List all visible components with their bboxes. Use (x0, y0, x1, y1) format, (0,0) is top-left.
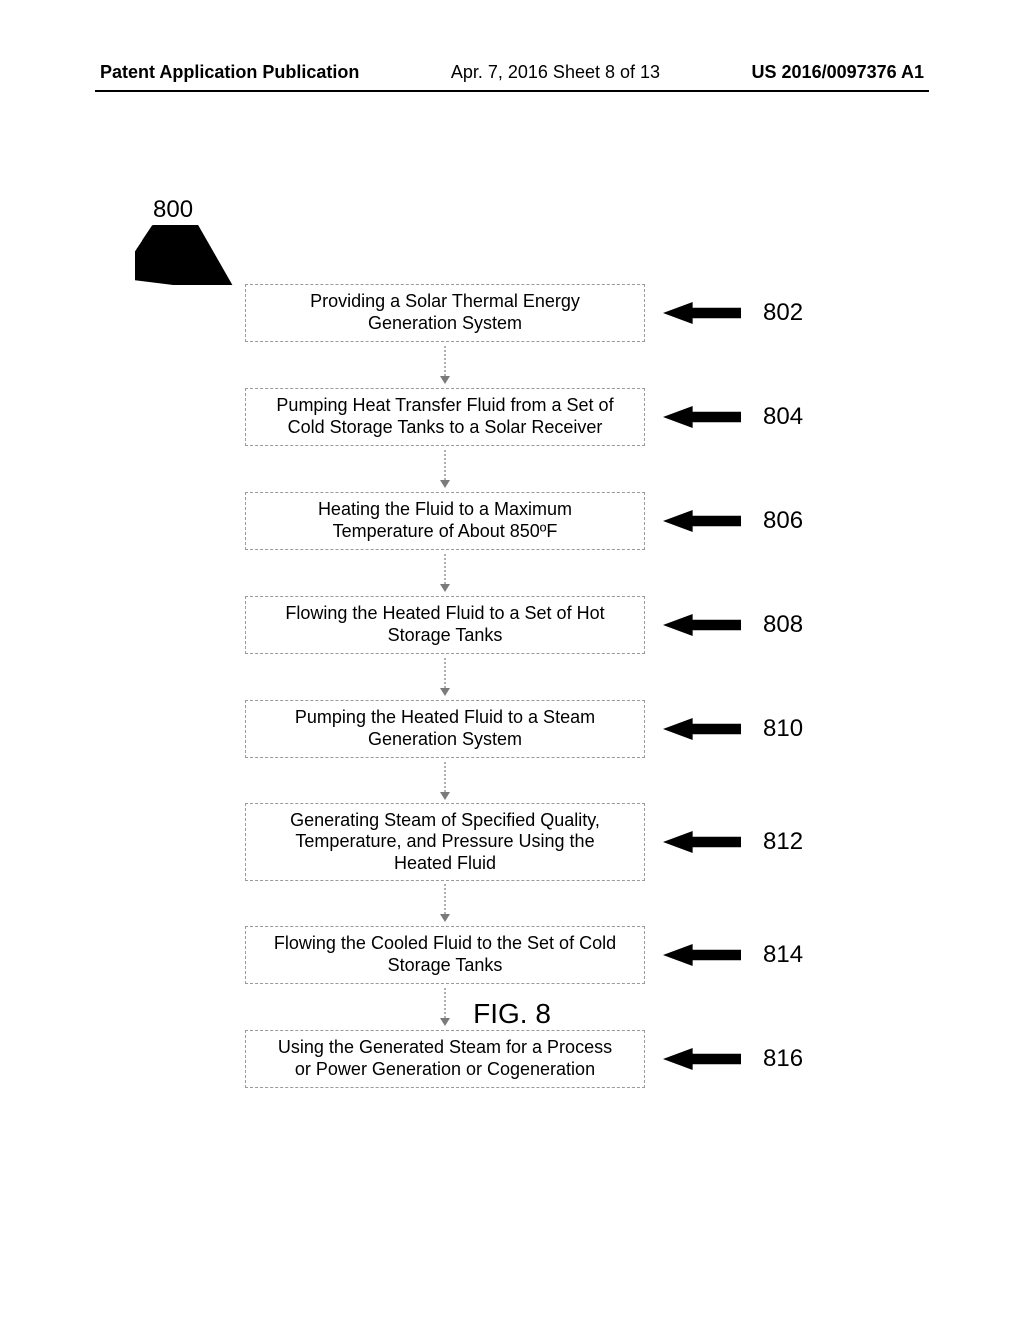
page-header: Patent Application Publication Apr. 7, 2… (100, 62, 924, 83)
flow-step: Using the Generated Steam for a Processo… (245, 1026, 885, 1092)
flow-connector-icon (245, 554, 645, 592)
flow-step-label: 806 (763, 507, 803, 535)
start-arrow-icon (135, 225, 245, 290)
flow-step-box: Generating Steam of Specified Quality,Te… (245, 803, 645, 882)
pointer-arrow-icon (663, 614, 741, 636)
header-pubnum: US 2016/0097376 A1 (752, 62, 924, 83)
figure-reference-number: 800 (153, 196, 193, 224)
header-date-sheet: Apr. 7, 2016 Sheet 8 of 13 (451, 62, 660, 83)
flow-step-box: Pumping Heat Transfer Fluid from a Set o… (245, 388, 645, 446)
flow-step-text: Storage Tanks (388, 955, 503, 977)
pointer-arrow-icon (663, 831, 741, 853)
flow-step-text: Pumping the Heated Fluid to a Steam (295, 707, 595, 729)
flow-step-text: Storage Tanks (388, 625, 503, 647)
pointer-arrow-icon (663, 944, 741, 966)
flow-step: Flowing the Heated Fluid to a Set of Hot… (245, 592, 885, 658)
page: Patent Application Publication Apr. 7, 2… (0, 0, 1024, 1320)
flow-step-box: Using the Generated Steam for a Processo… (245, 1030, 645, 1088)
flow-step-text: Providing a Solar Thermal Energy (310, 291, 580, 313)
flow-step-label: 802 (763, 299, 803, 327)
flow-connector-icon (245, 762, 645, 800)
flow-step-text: Temperature of About 850ºF (333, 521, 558, 543)
pointer-arrow-icon (663, 406, 741, 428)
flow-connector-icon (245, 346, 645, 384)
flow-connector-icon (245, 884, 645, 922)
flow-step: Generating Steam of Specified Quality,Te… (245, 800, 885, 884)
flow-step-text: Generation System (368, 313, 522, 335)
flow-step: Providing a Solar Thermal EnergyGenerati… (245, 280, 885, 346)
flow-step: Heating the Fluid to a MaximumTemperatur… (245, 488, 885, 554)
header-rule (95, 90, 929, 92)
pointer-arrow-icon (663, 302, 741, 324)
header-publication: Patent Application Publication (100, 62, 359, 83)
flow-step-box: Flowing the Heated Fluid to a Set of Hot… (245, 596, 645, 654)
flow-step-label: 810 (763, 715, 803, 743)
flow-step-text: Heating the Fluid to a Maximum (318, 499, 572, 521)
pointer-arrow-icon (663, 1048, 741, 1070)
flow-step-label: 816 (763, 1045, 803, 1073)
flow-step: Pumping the Heated Fluid to a SteamGener… (245, 696, 885, 762)
flow-connector-icon (245, 658, 645, 696)
flow-connector-icon (245, 450, 645, 488)
flow-step-text: Pumping Heat Transfer Fluid from a Set o… (276, 395, 613, 417)
flow-step-box: Heating the Fluid to a MaximumTemperatur… (245, 492, 645, 550)
flow-step-label: 808 (763, 611, 803, 639)
flow-step-box: Providing a Solar Thermal EnergyGenerati… (245, 284, 645, 342)
flow-step-text: Generation System (368, 729, 522, 751)
flow-step: Pumping Heat Transfer Fluid from a Set o… (245, 384, 885, 450)
flow-step-text: Cold Storage Tanks to a Solar Receiver (288, 417, 603, 439)
flow-step-text: Using the Generated Steam for a Process (278, 1037, 612, 1059)
flow-step-label: 814 (763, 941, 803, 969)
flowchart: Providing a Solar Thermal EnergyGenerati… (245, 280, 885, 1092)
flow-step: Flowing the Cooled Fluid to the Set of C… (245, 922, 885, 988)
flow-step-text: Generating Steam of Specified Quality, (290, 810, 600, 832)
flow-step-box: Pumping the Heated Fluid to a SteamGener… (245, 700, 645, 758)
flow-step-text: Heated Fluid (394, 853, 496, 875)
flow-step-text: or Power Generation or Cogeneration (295, 1059, 595, 1081)
flow-step-label: 804 (763, 403, 803, 431)
pointer-arrow-icon (663, 718, 741, 740)
flow-step-text: Temperature, and Pressure Using the (295, 831, 594, 853)
flow-step-label: 812 (763, 828, 803, 856)
pointer-arrow-icon (663, 510, 741, 532)
flow-step-text: Flowing the Cooled Fluid to the Set of C… (274, 933, 616, 955)
flow-step-text: Flowing the Heated Fluid to a Set of Hot (285, 603, 604, 625)
figure-caption: FIG. 8 (0, 998, 1024, 1030)
flow-step-box: Flowing the Cooled Fluid to the Set of C… (245, 926, 645, 984)
